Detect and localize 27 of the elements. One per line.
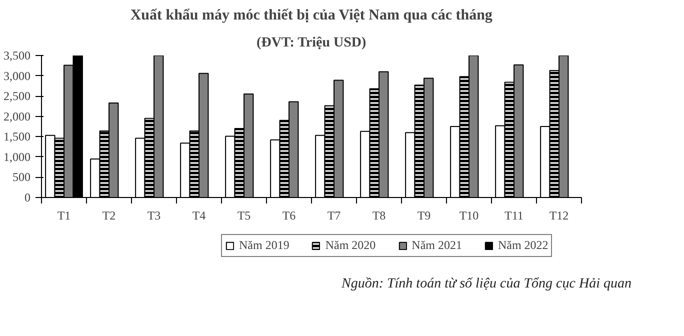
chart-title: Xuất khẩu máy móc thiết bị của Việt Nam qua các tháng: [130, 8, 493, 24]
legend-label: Năm 2020: [325, 238, 376, 253]
x-tick-label: T11: [504, 208, 524, 222]
x-tick-label: T4: [192, 208, 206, 222]
x-tick-label: T2: [102, 208, 116, 222]
y-tick-label: 3,000: [4, 68, 30, 83]
x-tick-label: T7: [327, 208, 341, 222]
x-tick-label: T8: [372, 208, 386, 222]
x-tick-label: T3: [147, 208, 161, 222]
y-tick-label: 0: [24, 190, 30, 204]
y-tick-label: 1,000: [4, 150, 30, 164]
x-tick-label: T5: [237, 208, 251, 222]
x-tick-label: T12: [549, 208, 569, 222]
chart-subtitle: (ĐVT: Triệu USD): [256, 36, 367, 50]
y-tick-label: 2,000: [4, 109, 30, 124]
x-tick-label: T1: [57, 208, 71, 222]
y-tick-label: 3,500: [4, 48, 30, 62]
x-tick-label: T9: [417, 208, 431, 222]
x-tick-label: T10: [459, 208, 479, 222]
legend-label: Năm 2022: [498, 238, 548, 253]
text: Nguồn: Tính toán từ số liệu của Tổng cục Hải quan: [340, 276, 632, 292]
x-tick-label: T6: [282, 208, 296, 222]
y-tick-label: 2,500: [4, 89, 30, 104]
legend-label: Năm 2021: [412, 238, 462, 253]
legend-label: Năm 2019: [239, 238, 290, 253]
y-tick-label: 500: [12, 170, 30, 184]
y-tick-label: 1,500: [4, 130, 30, 144]
